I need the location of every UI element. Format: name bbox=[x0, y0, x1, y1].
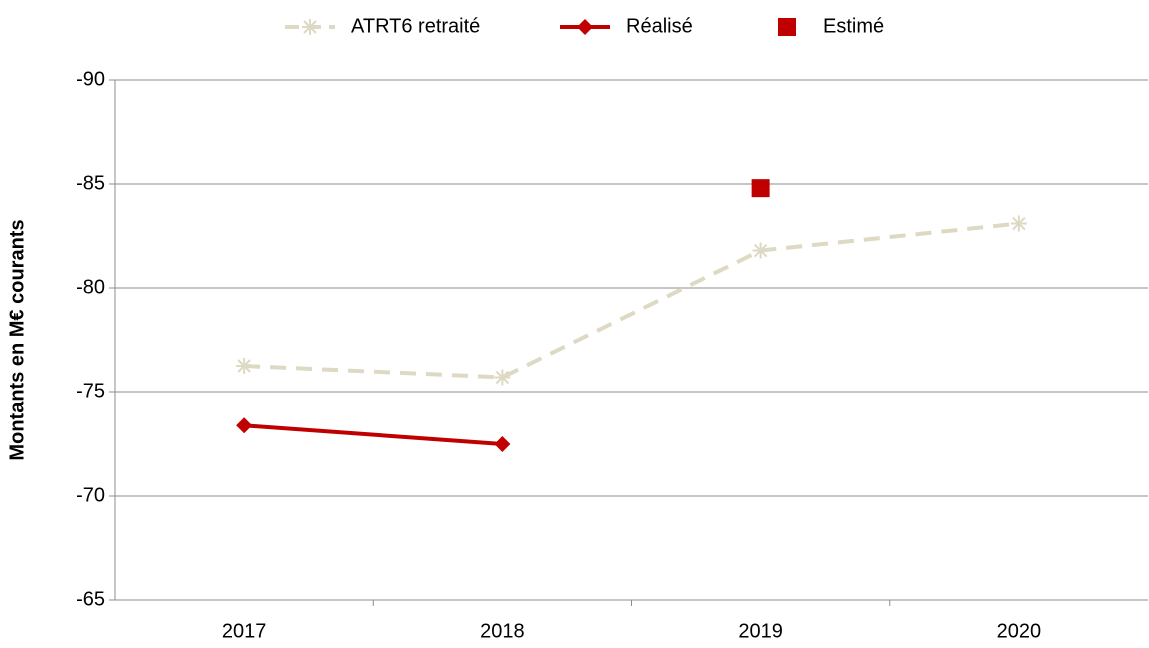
data-point bbox=[751, 179, 770, 198]
data-point bbox=[494, 369, 511, 386]
legend-label: Réalisé bbox=[626, 15, 693, 37]
series-line bbox=[244, 221, 1020, 380]
y-tick-label: -70 bbox=[76, 484, 105, 506]
data-point bbox=[752, 242, 769, 259]
legend-marker bbox=[778, 18, 796, 36]
data-point bbox=[1010, 215, 1027, 232]
y-axis-label: Montants en M€ courants bbox=[6, 219, 28, 460]
legend-marker bbox=[302, 19, 318, 35]
legend-label: ATRT6 retraité bbox=[351, 15, 480, 37]
series-line bbox=[243, 423, 503, 446]
legend-marker bbox=[577, 19, 593, 35]
y-tick-label: -90 bbox=[76, 68, 105, 90]
x-tick-label: 2018 bbox=[480, 620, 525, 642]
legend-label: Estimé bbox=[823, 15, 884, 37]
y-tick-label: -65 bbox=[76, 588, 105, 610]
data-point bbox=[236, 417, 253, 434]
y-tick-label: -80 bbox=[76, 276, 105, 298]
x-tick-label: 2020 bbox=[997, 620, 1042, 642]
x-tick-label: 2019 bbox=[738, 620, 783, 642]
y-tick-label: -85 bbox=[76, 172, 105, 194]
y-tick-label: -75 bbox=[76, 380, 105, 402]
x-tick-label: 2017 bbox=[222, 620, 267, 642]
data-point bbox=[236, 358, 253, 374]
data-point bbox=[494, 436, 511, 452]
